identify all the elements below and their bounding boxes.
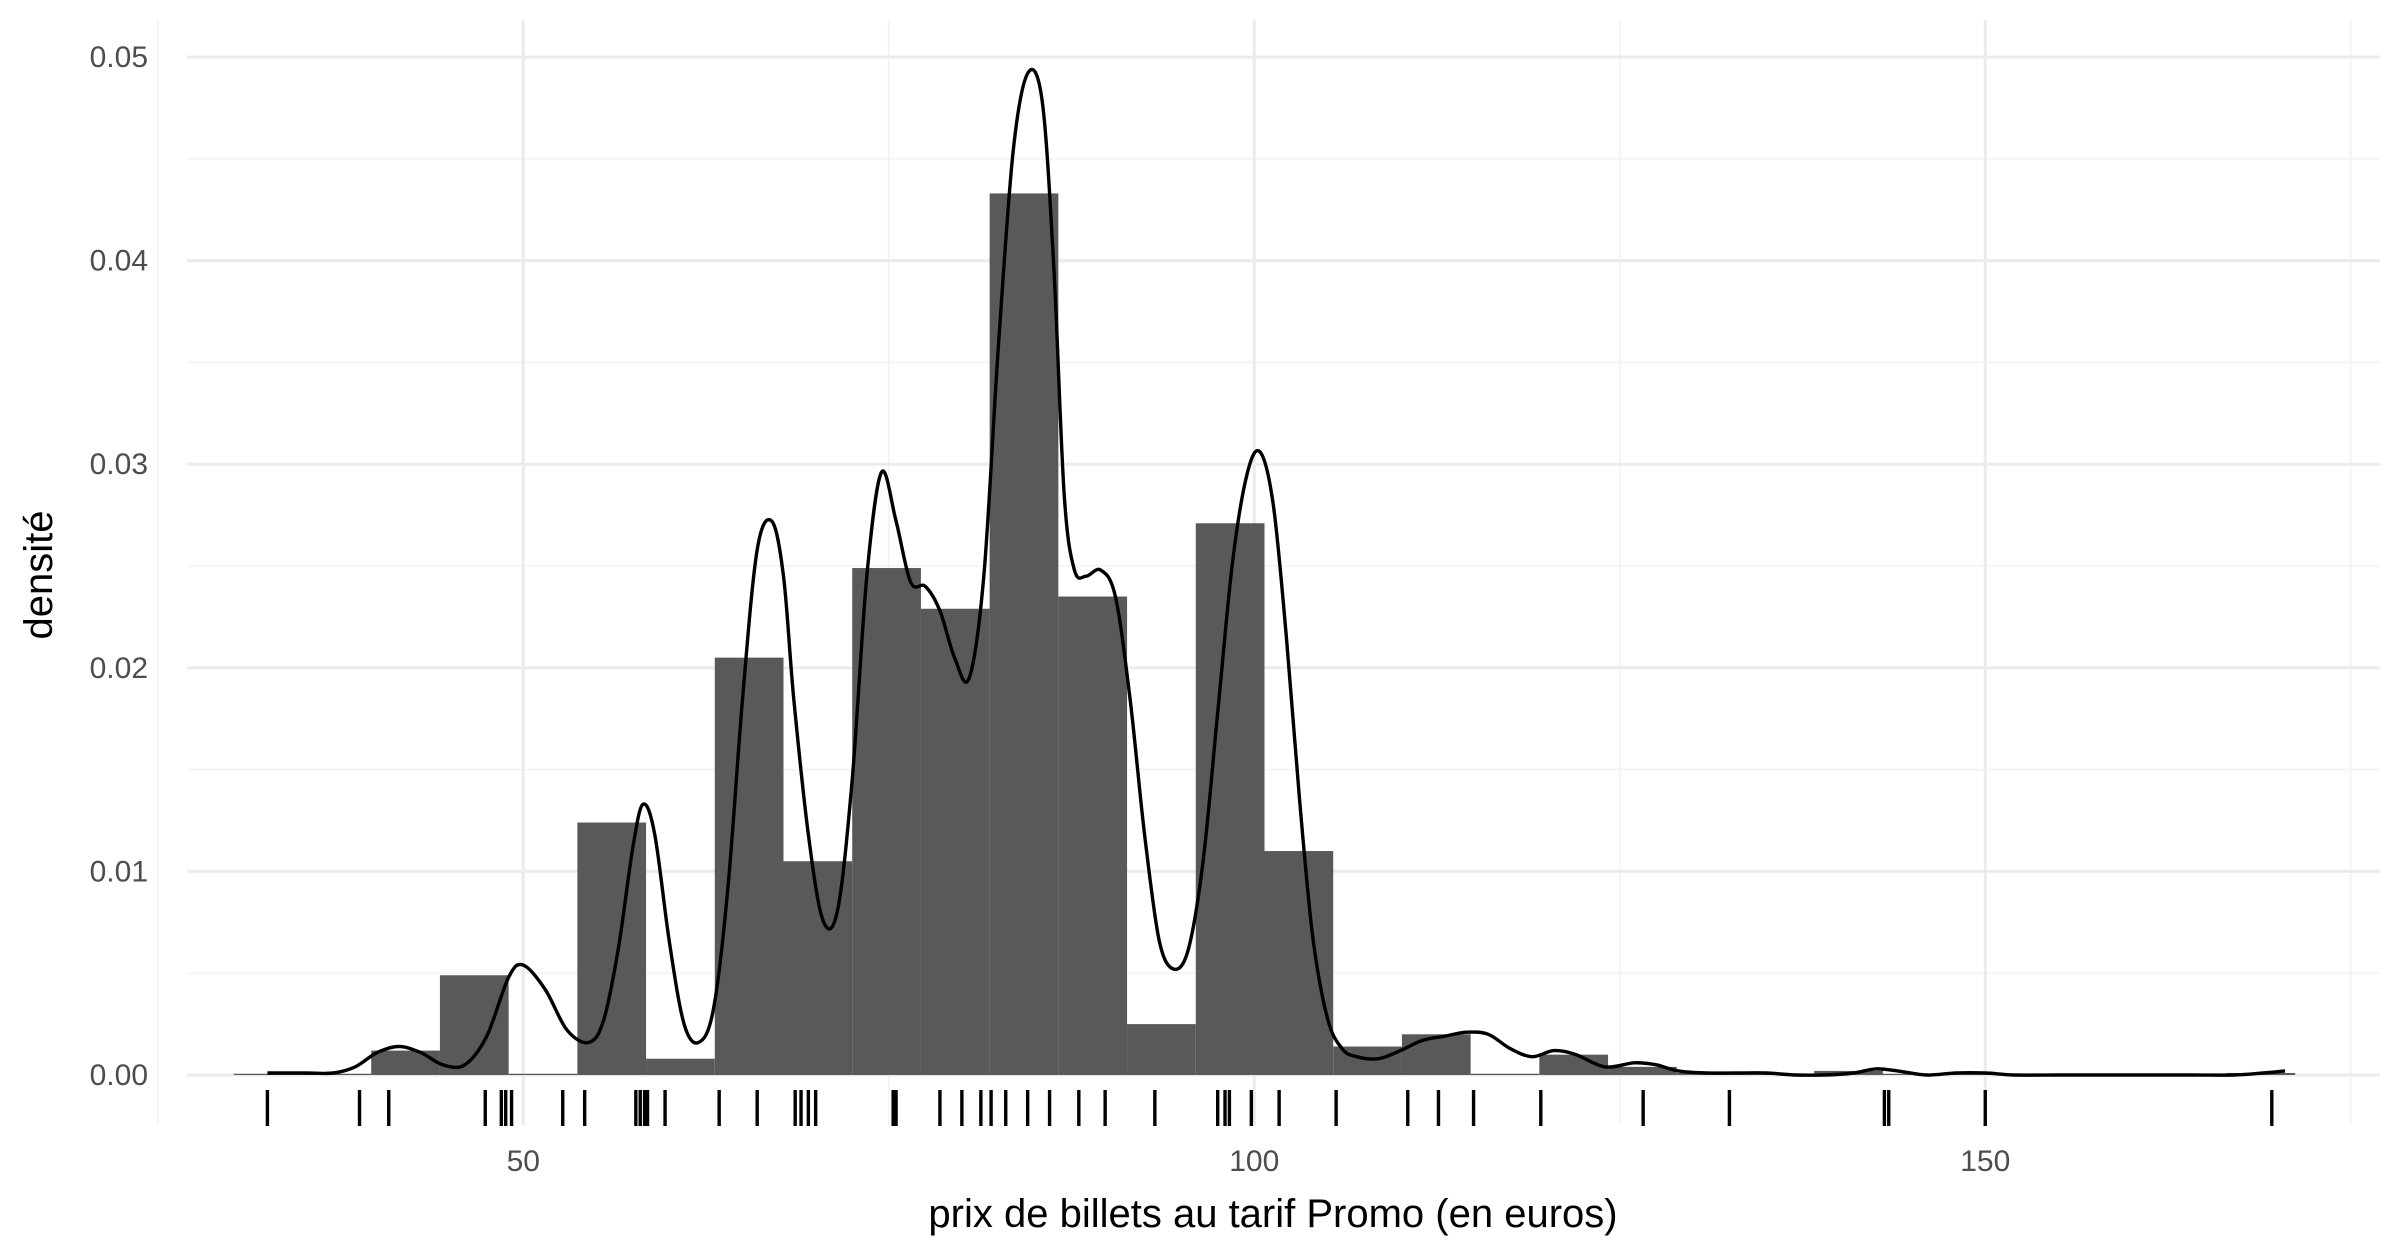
histogram-bar [1608, 1066, 1677, 1075]
histogram-bar [1470, 1073, 1540, 1075]
x-axis-title: prix de billets au tarif Promo (en euros… [928, 1192, 1617, 1236]
histogram-bar [920, 608, 990, 1075]
histogram-bar [1401, 1034, 1471, 1075]
x-axis-tick-labels: 50 100 150 [507, 1145, 2011, 1178]
y-tick-label: 0.01 [90, 855, 148, 888]
histogram-bars [233, 193, 2296, 1076]
y-axis-title: densité [17, 511, 61, 640]
y-tick-label: 0.04 [90, 245, 148, 278]
histogram-bar [1264, 851, 1334, 1075]
histogram-bar [989, 193, 1059, 1076]
histogram-bar [714, 657, 784, 1075]
histogram-bar [852, 568, 921, 1075]
density-curve [267, 67, 2286, 1077]
histogram-bar [1195, 523, 1265, 1075]
y-tick-label: 0.05 [90, 41, 148, 74]
y-tick-label: 0.03 [90, 448, 148, 481]
y-tick-label: 0.02 [90, 652, 148, 685]
y-tick-label: 0.00 [90, 1059, 148, 1092]
x-tick-label: 50 [507, 1145, 540, 1178]
histogram-bar [1539, 1054, 1609, 1075]
histogram-bar [1058, 596, 1128, 1075]
x-tick-label: 150 [1960, 1145, 2010, 1178]
histogram-bar [371, 1050, 440, 1075]
histogram-bar [1127, 1024, 1196, 1075]
histogram-bar [508, 1073, 578, 1075]
histogram-bar [302, 1073, 372, 1075]
histogram-bar [439, 975, 509, 1075]
rug-marks [265, 1090, 2274, 1126]
y-axis-tick-labels: 0.00 0.01 0.02 0.03 0.04 0.05 [90, 41, 148, 1092]
histogram-bar [646, 1058, 715, 1075]
x-tick-label: 100 [1229, 1145, 1279, 1178]
histogram-bar [577, 822, 647, 1075]
